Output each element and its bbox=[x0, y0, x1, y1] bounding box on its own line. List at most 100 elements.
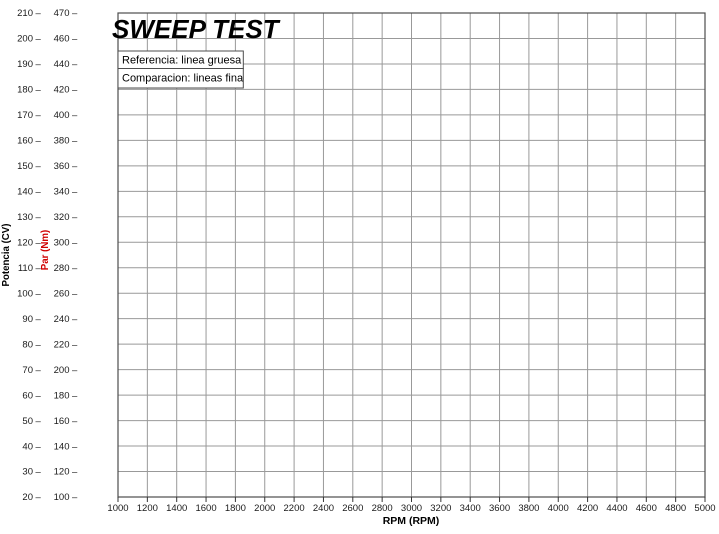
svg-text:3800: 3800 bbox=[518, 503, 539, 514]
svg-text:–: – bbox=[36, 85, 42, 96]
svg-text:–: – bbox=[36, 467, 42, 478]
svg-text:–: – bbox=[72, 441, 78, 452]
svg-text:–: – bbox=[36, 8, 42, 19]
svg-text:–: – bbox=[36, 314, 42, 325]
svg-text:380: 380 bbox=[54, 136, 70, 147]
svg-text:–: – bbox=[72, 237, 78, 248]
svg-text:–: – bbox=[36, 339, 42, 350]
svg-text:–: – bbox=[36, 212, 42, 223]
svg-text:360: 360 bbox=[54, 161, 70, 172]
svg-text:–: – bbox=[72, 263, 78, 274]
svg-text:–: – bbox=[36, 59, 42, 70]
svg-text:1400: 1400 bbox=[166, 503, 187, 514]
svg-text:4800: 4800 bbox=[665, 503, 686, 514]
svg-text:–: – bbox=[72, 110, 78, 121]
svg-text:–: – bbox=[36, 34, 42, 45]
svg-text:RPM (RPM): RPM (RPM) bbox=[383, 515, 440, 527]
svg-text:3000: 3000 bbox=[401, 503, 422, 514]
svg-text:140: 140 bbox=[17, 187, 33, 198]
svg-text:–: – bbox=[72, 365, 78, 376]
svg-text:–: – bbox=[36, 416, 42, 427]
svg-text:Par (Nm): Par (Nm) bbox=[40, 230, 51, 270]
svg-text:2600: 2600 bbox=[342, 503, 363, 514]
svg-text:60: 60 bbox=[22, 390, 33, 401]
svg-text:–: – bbox=[72, 492, 78, 503]
svg-text:–: – bbox=[36, 161, 42, 172]
svg-text:200: 200 bbox=[17, 34, 33, 45]
svg-text:3600: 3600 bbox=[489, 503, 510, 514]
svg-text:–: – bbox=[36, 288, 42, 299]
svg-text:–: – bbox=[72, 212, 78, 223]
svg-text:240: 240 bbox=[54, 314, 70, 325]
svg-text:–: – bbox=[72, 390, 78, 401]
svg-text:280: 280 bbox=[54, 263, 70, 274]
svg-text:1800: 1800 bbox=[225, 503, 246, 514]
svg-text:120: 120 bbox=[54, 467, 70, 478]
svg-text:–: – bbox=[36, 492, 42, 503]
svg-text:440: 440 bbox=[54, 59, 70, 70]
svg-text:1200: 1200 bbox=[137, 503, 158, 514]
svg-text:SWEEP TEST: SWEEP TEST bbox=[112, 14, 281, 44]
svg-text:110: 110 bbox=[18, 263, 33, 274]
svg-text:–: – bbox=[72, 34, 78, 45]
svg-text:340: 340 bbox=[54, 187, 70, 198]
svg-text:160: 160 bbox=[54, 416, 70, 427]
svg-text:–: – bbox=[72, 161, 78, 172]
svg-text:100: 100 bbox=[17, 288, 33, 299]
svg-text:2400: 2400 bbox=[313, 503, 334, 514]
svg-text:–: – bbox=[72, 339, 78, 350]
svg-text:1600: 1600 bbox=[195, 503, 216, 514]
svg-text:320: 320 bbox=[54, 212, 70, 223]
svg-text:–: – bbox=[72, 314, 78, 325]
svg-text:150: 150 bbox=[17, 161, 33, 172]
svg-text:–: – bbox=[72, 416, 78, 427]
svg-text:4200: 4200 bbox=[577, 503, 598, 514]
svg-text:Potencia (CV): Potencia (CV) bbox=[1, 224, 12, 287]
svg-text:180: 180 bbox=[17, 85, 33, 96]
svg-text:2800: 2800 bbox=[372, 503, 393, 514]
svg-text:300: 300 bbox=[54, 237, 70, 248]
svg-text:80: 80 bbox=[22, 339, 33, 350]
svg-text:400: 400 bbox=[54, 110, 70, 121]
svg-text:170: 170 bbox=[17, 110, 33, 121]
svg-text:40: 40 bbox=[22, 441, 33, 452]
svg-text:220: 220 bbox=[54, 339, 70, 350]
svg-text:–: – bbox=[36, 136, 42, 147]
svg-text:–: – bbox=[72, 85, 78, 96]
svg-text:120: 120 bbox=[17, 237, 33, 248]
svg-text:5000: 5000 bbox=[694, 503, 715, 514]
svg-text:4000: 4000 bbox=[548, 503, 569, 514]
svg-text:30: 30 bbox=[22, 467, 33, 478]
svg-text:90: 90 bbox=[22, 314, 33, 325]
svg-text:–: – bbox=[72, 467, 78, 478]
svg-text:–: – bbox=[36, 365, 42, 376]
svg-text:–: – bbox=[36, 441, 42, 452]
svg-text:–: – bbox=[36, 390, 42, 401]
svg-text:20: 20 bbox=[22, 492, 33, 503]
svg-text:160: 160 bbox=[17, 136, 33, 147]
svg-text:Referencia: linea gruesa: Referencia: linea gruesa bbox=[122, 55, 242, 67]
svg-text:50: 50 bbox=[22, 416, 33, 427]
svg-text:130: 130 bbox=[17, 212, 33, 223]
svg-text:–: – bbox=[36, 187, 42, 198]
svg-text:190: 190 bbox=[17, 59, 33, 70]
svg-text:–: – bbox=[72, 8, 78, 19]
svg-text:210: 210 bbox=[17, 8, 33, 19]
svg-text:180: 180 bbox=[54, 390, 70, 401]
svg-text:1000: 1000 bbox=[107, 503, 128, 514]
svg-text:4600: 4600 bbox=[636, 503, 657, 514]
svg-text:–: – bbox=[36, 110, 42, 121]
svg-text:–: – bbox=[72, 288, 78, 299]
svg-text:3400: 3400 bbox=[460, 503, 481, 514]
svg-text:470: 470 bbox=[54, 8, 70, 19]
svg-text:140: 140 bbox=[54, 441, 70, 452]
svg-text:420: 420 bbox=[54, 85, 70, 96]
svg-text:–: – bbox=[72, 136, 78, 147]
svg-text:3200: 3200 bbox=[430, 503, 451, 514]
svg-text:4400: 4400 bbox=[606, 503, 627, 514]
svg-text:Comparacion: lineas fina: Comparacion: lineas fina bbox=[122, 73, 244, 85]
svg-text:200: 200 bbox=[54, 365, 70, 376]
svg-text:2000: 2000 bbox=[254, 503, 275, 514]
svg-text:70: 70 bbox=[22, 365, 33, 376]
svg-text:–: – bbox=[72, 59, 78, 70]
